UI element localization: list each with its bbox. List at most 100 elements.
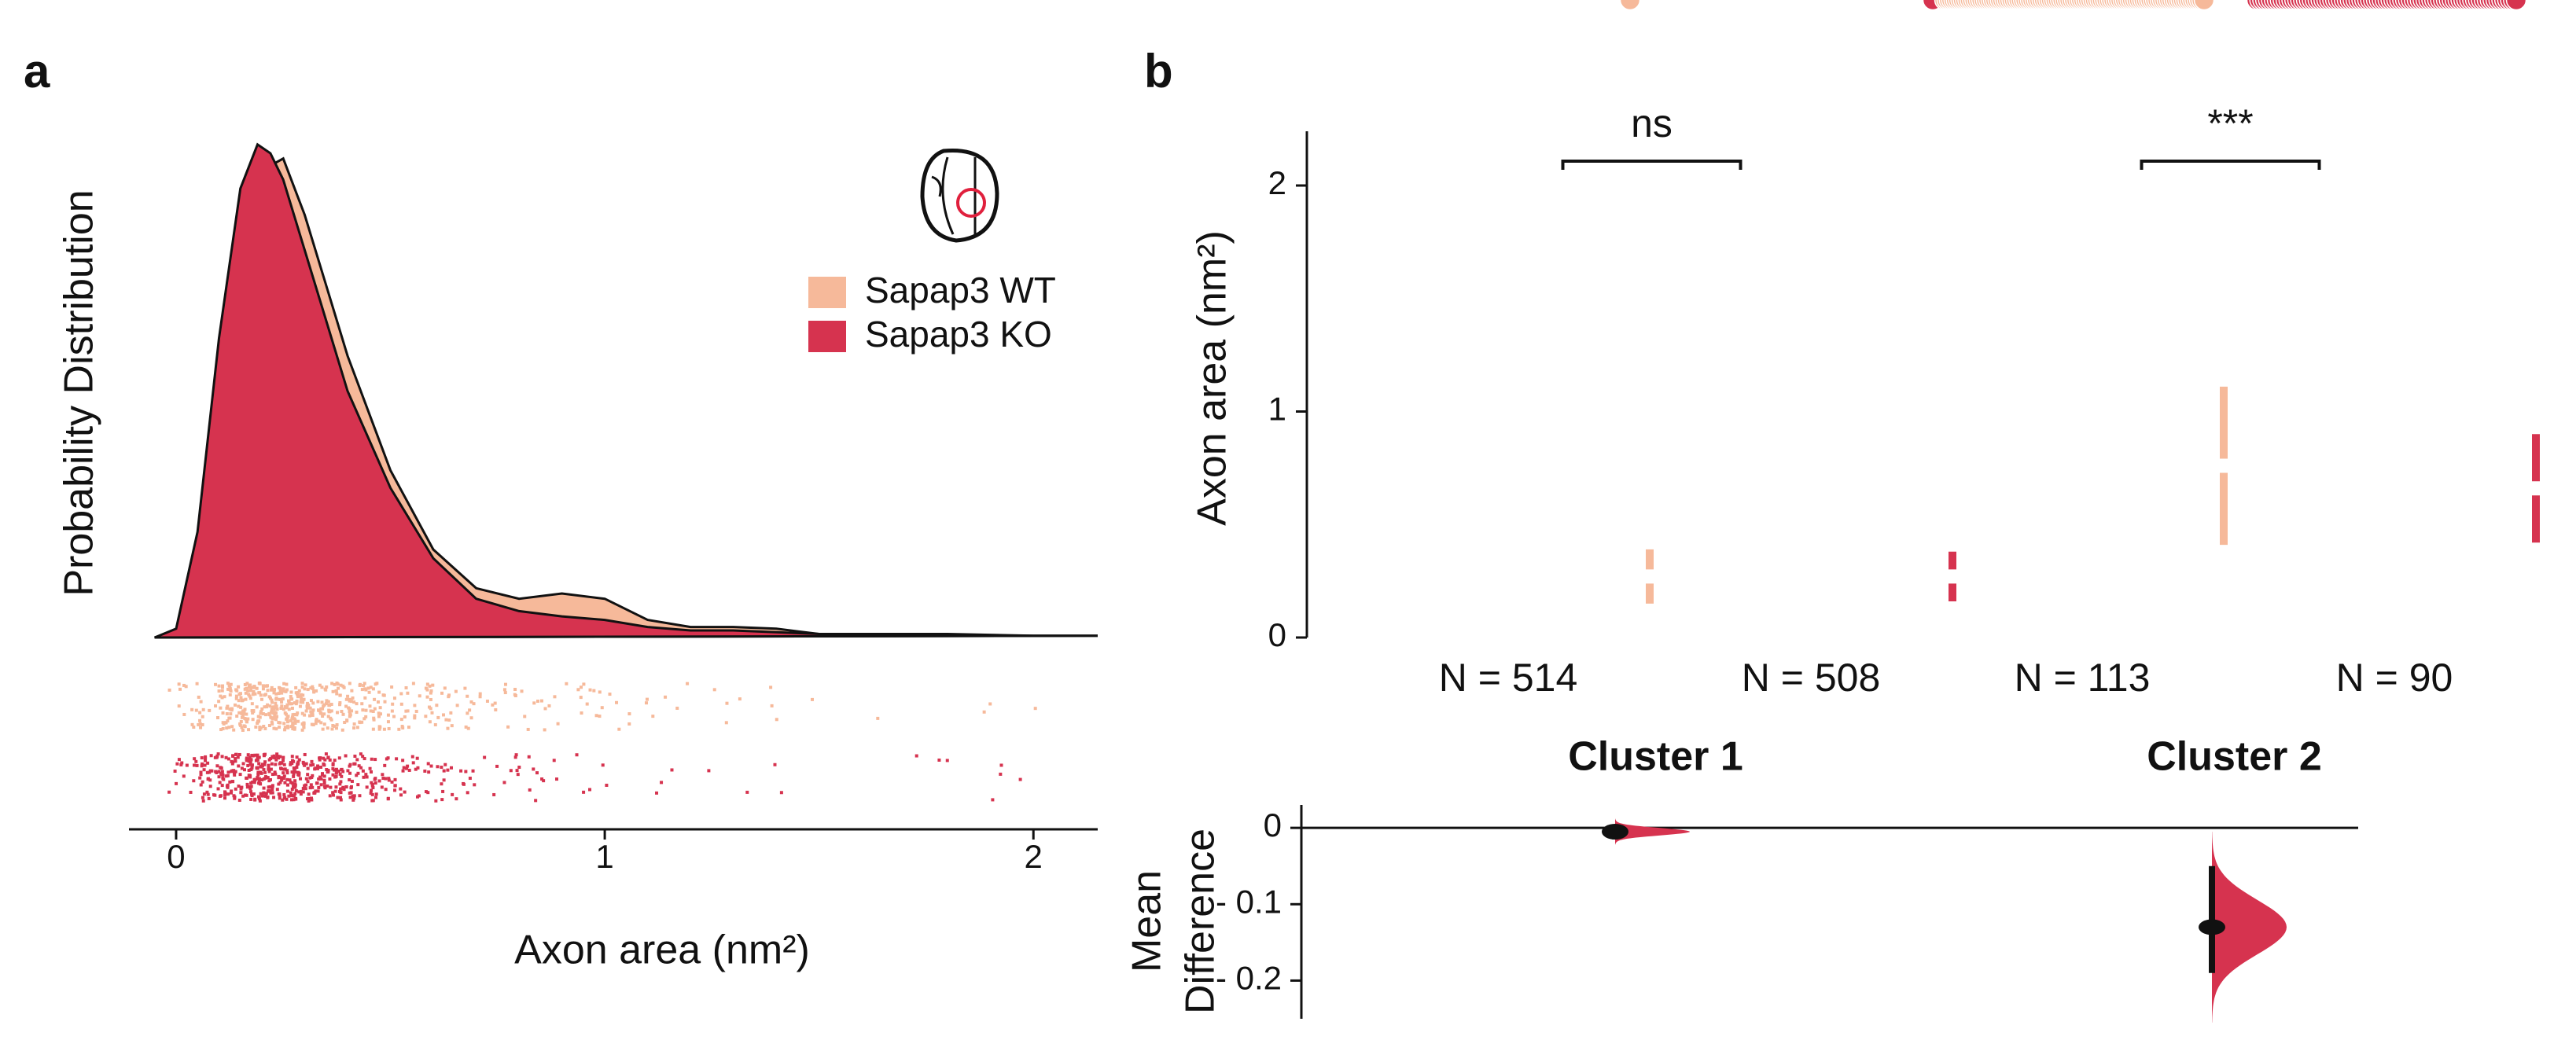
strip-point [315, 689, 318, 693]
strip-point [366, 686, 370, 690]
y-axis-title: Probability Distribution [57, 189, 102, 596]
strip-point [249, 797, 253, 801]
strip-point [371, 687, 375, 691]
strip-point [179, 763, 183, 766]
strip-point [280, 761, 284, 765]
strip-point [208, 778, 212, 782]
strip-point [655, 791, 659, 795]
strip-point [300, 728, 304, 732]
strip-point [515, 769, 519, 773]
strip-point [451, 792, 454, 796]
strip-point [478, 692, 482, 696]
strip-point [266, 684, 270, 688]
strip-point [359, 752, 362, 756]
bootstrap-violin [1615, 818, 1690, 845]
strip-point [386, 720, 390, 724]
strip-point [260, 763, 264, 766]
strip-point [360, 720, 364, 724]
strip-point [314, 722, 318, 726]
strip-point [309, 699, 313, 703]
strip-point [307, 796, 311, 800]
strip-point [293, 727, 296, 731]
strip-point [314, 766, 318, 770]
strip-point [269, 767, 273, 771]
strip-point [282, 796, 286, 800]
strip-point [374, 781, 377, 785]
strip-point [274, 711, 278, 715]
strip-point [205, 790, 209, 794]
strip-point [285, 715, 289, 719]
strip-point [199, 726, 203, 729]
strip-point [225, 706, 229, 710]
strip-point [258, 782, 262, 786]
strip-point [328, 710, 332, 714]
strip-point [237, 685, 241, 689]
strip-point [287, 794, 291, 798]
strip-point [314, 719, 318, 723]
strip-point [312, 791, 316, 795]
strip-point [230, 707, 234, 711]
strip-point [355, 758, 359, 762]
strip-point [387, 726, 391, 730]
strip-point [259, 726, 263, 730]
strip-point [275, 788, 279, 792]
strip-point [296, 773, 300, 777]
legend-swatch [808, 321, 846, 352]
strip-point [308, 786, 312, 790]
strip-point [390, 685, 394, 689]
strip-point [234, 752, 238, 756]
strip-point [416, 766, 420, 770]
strip-point [324, 702, 328, 706]
strip-point [540, 777, 544, 781]
strip-point [268, 696, 272, 700]
strip-point [290, 781, 294, 785]
strip-point [329, 718, 333, 722]
strip-point [270, 785, 274, 789]
strip-point [274, 697, 278, 701]
strip-point [219, 771, 223, 775]
significance-label: *** [2207, 101, 2253, 145]
strip-point [231, 780, 235, 784]
strip-point [552, 759, 556, 763]
strip-point [316, 789, 320, 793]
strip-point [295, 713, 299, 717]
strip-point [283, 728, 287, 732]
strip-point [282, 687, 285, 691]
strip-point [440, 782, 443, 786]
strip-point [228, 693, 232, 696]
strip-point [219, 728, 223, 732]
strip-point [333, 759, 337, 763]
strip-point [262, 768, 266, 772]
strip-point [270, 710, 274, 714]
strip-point [220, 696, 224, 700]
strip-point [259, 792, 263, 796]
strip-point [473, 783, 477, 787]
strip-point [267, 723, 271, 727]
panel-label: a [24, 45, 50, 97]
strip-point [230, 725, 234, 729]
strip-point [285, 706, 289, 710]
strip-point [382, 693, 386, 697]
strip-point [198, 722, 202, 726]
strip-point [257, 797, 261, 801]
strip-point [267, 770, 271, 774]
strip-point [240, 726, 244, 729]
strip-point [371, 727, 375, 731]
strip-point [257, 755, 261, 759]
strip-point [407, 768, 411, 772]
strip-point [226, 792, 230, 796]
strip-point [348, 697, 351, 701]
strip-point [333, 682, 337, 686]
strip-point [238, 773, 242, 777]
strip-point [428, 705, 432, 709]
strip-point [272, 707, 276, 711]
strip-point [285, 783, 289, 787]
strip-point [455, 704, 459, 707]
strip-point [377, 711, 381, 715]
strip-point [442, 769, 446, 773]
significance-label: ns [1631, 101, 1673, 145]
strip-point [258, 682, 262, 685]
strip-point [289, 694, 293, 698]
strip-point [341, 770, 345, 774]
strip-point [277, 692, 281, 696]
